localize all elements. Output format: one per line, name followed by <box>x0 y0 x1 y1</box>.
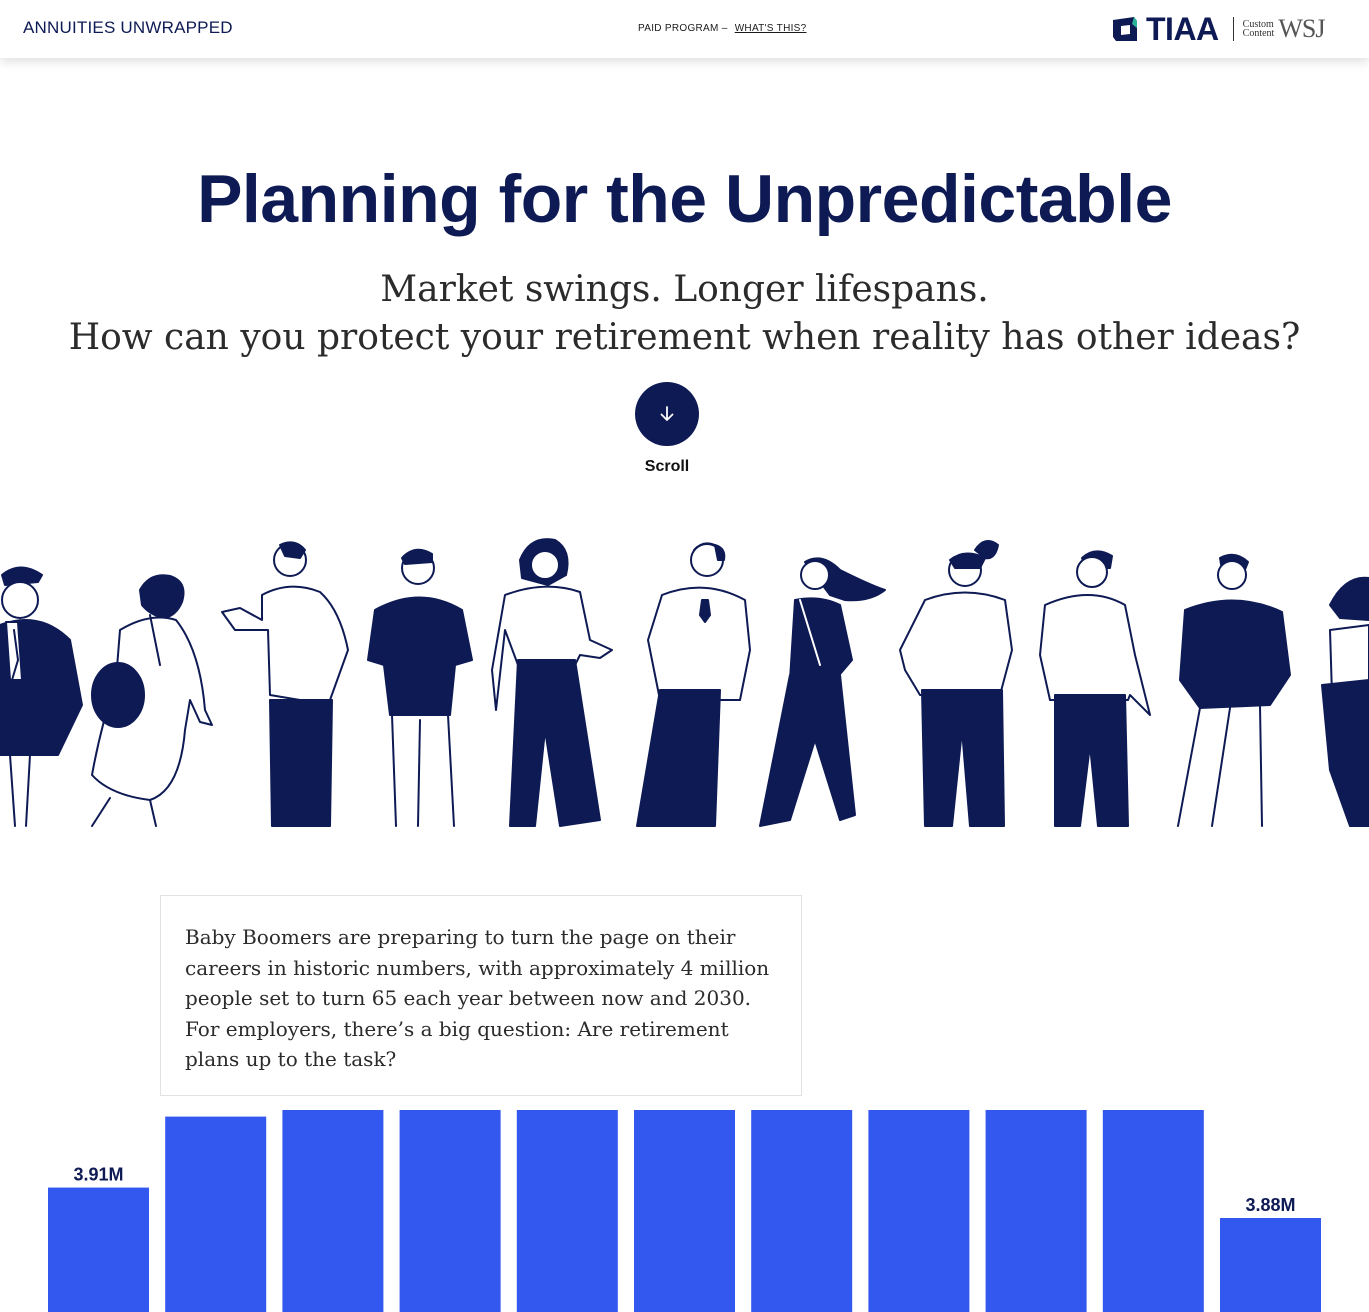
person-figure <box>491 538 613 827</box>
person-figure <box>91 574 213 827</box>
chart-data-label: 3.91M <box>73 1165 123 1185</box>
page-title: Planning for the Unpredictable <box>197 161 1172 237</box>
person-figure <box>221 541 349 827</box>
chart-bar <box>282 1110 384 1312</box>
intro-card: Baby Boomers are preparing to turn the p… <box>160 895 802 1096</box>
chart-bar <box>751 1110 853 1312</box>
person-figure <box>367 548 473 827</box>
boomers-turning-65-bar-chart: 3.91M3.98M4.07M4.03M4.10M4.18M4.12M4.12M… <box>48 1110 1321 1312</box>
people-illustration <box>0 538 1369 827</box>
paid-program-label: PAID PROGRAM – <box>638 23 728 34</box>
paid-program-notice: PAID PROGRAM – WHAT'S THIS? <box>638 23 807 34</box>
top-bar: ANNUITIES UNWRAPPED PAID PROGRAM – WHAT'… <box>0 0 1369 58</box>
chart-data-label: 3.88M <box>1245 1195 1295 1215</box>
page-subtitle: Market swings. Longer lifespans. How can… <box>0 266 1369 362</box>
chart-bar <box>1102 1110 1204 1312</box>
person-figure <box>1321 576 1369 827</box>
person-figure <box>1177 553 1291 827</box>
chart-bar <box>516 1110 618 1312</box>
custom-content-label: Custom Content <box>1242 19 1275 39</box>
brand-title[interactable]: ANNUITIES UNWRAPPED <box>23 18 233 37</box>
chart-data-label: 3.98M <box>191 1110 241 1114</box>
chart-bar <box>399 1110 501 1312</box>
arrow-down-icon <box>660 406 674 421</box>
tiaa-logo-icon <box>1113 17 1137 41</box>
person-figure <box>0 566 83 827</box>
subtitle-line-1: Market swings. Longer lifespans. <box>380 269 989 310</box>
whats-this-link[interactable]: WHAT'S THIS? <box>734 23 807 34</box>
person-figure <box>899 540 1013 827</box>
logo-divider <box>1232 17 1234 41</box>
chart-bar <box>634 1110 735 1312</box>
subtitle-line-2: How can you protect your retirement when… <box>68 317 1301 358</box>
chart-bar <box>165 1116 267 1312</box>
scroll-button[interactable] <box>635 382 699 446</box>
sponsor-logos[interactable]: TIAA Custom Content WSJ <box>1110 11 1325 47</box>
wsj-logo: WSJ <box>1278 14 1325 43</box>
chart-bar <box>1220 1218 1321 1312</box>
chart-bar <box>48 1187 149 1312</box>
chart-bar <box>868 1110 970 1312</box>
chart-bar <box>985 1110 1087 1312</box>
tiaa-logo-text: TIAA <box>1146 11 1219 47</box>
scroll-label: Scroll <box>644 458 690 475</box>
person-figure <box>759 557 886 827</box>
person-figure <box>636 542 751 827</box>
intro-text: Baby Boomers are preparing to turn the p… <box>185 925 770 1071</box>
person-figure <box>1039 550 1151 827</box>
